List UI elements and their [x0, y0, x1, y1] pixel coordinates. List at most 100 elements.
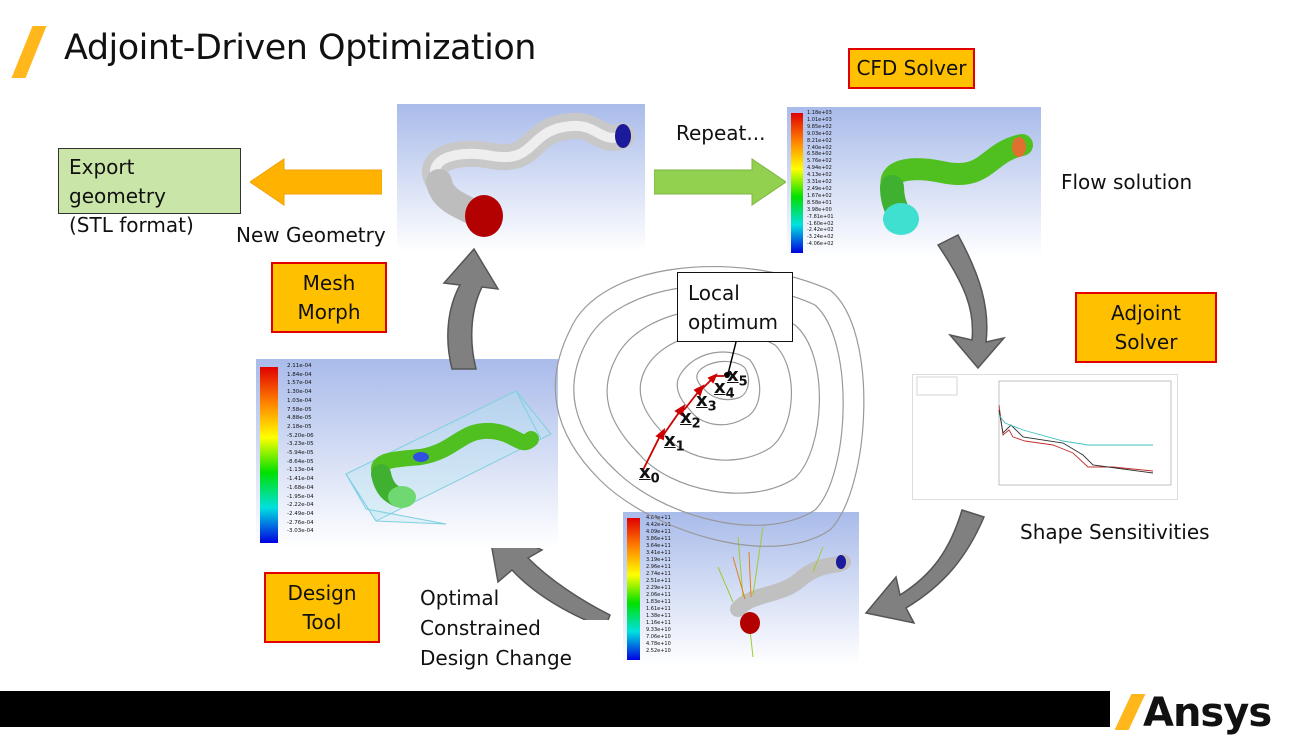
- ansys-logo-text: Ansys: [1143, 690, 1272, 736]
- mesh-morph-line1: Mesh: [302, 270, 356, 295]
- legend-value: 1.67e+02: [807, 192, 832, 199]
- sensitivity-image: 4.64e+11 4.42e+11 4.09e+11 3.86e+11 3.64e+11…: [623, 512, 859, 665]
- legend-value: 4.13e+02: [807, 172, 832, 179]
- legend-value: 1.38e+11: [646, 613, 671, 619]
- legend-value: 2.49e+02: [807, 185, 832, 192]
- sens-legend: 4.64e+11 4.42e+11 4.09e+11 3.86e+11 3.64e+11…: [646, 515, 671, 655]
- shape-sensitivities-label: Shape Sensitivities: [1020, 520, 1210, 544]
- legend-value: -2.49e-04: [287, 510, 314, 517]
- legend-value: 1.83e+11: [646, 599, 671, 605]
- legend-value: 1.16e+11: [646, 620, 671, 626]
- curved-arrow-sens-to-design: [487, 524, 611, 620]
- legend-value: 2.74e+11: [646, 571, 671, 577]
- mesh-morph-box: Mesh Morph: [271, 262, 387, 333]
- title-accent-bar: [11, 26, 47, 78]
- cfd-solver-label: CFD Solver: [856, 56, 967, 80]
- legend-value: 4.09e+11: [646, 529, 671, 535]
- legend-value: 4.78e+10: [646, 641, 671, 647]
- design-tool-line1: Design: [287, 580, 357, 605]
- curved-arrow-cfd-to-adjoint: [936, 234, 1007, 370]
- legend-value: 8.58e+01: [807, 199, 832, 206]
- legend-value: 4.88e-05: [287, 415, 312, 422]
- morph-colorbar: [260, 367, 278, 543]
- iterate-x1: x1: [664, 430, 685, 455]
- curved-arrow-design-to-morph: [442, 247, 500, 370]
- iterate-x4: x4: [714, 377, 735, 402]
- flow-solution-label: Flow solution: [1061, 170, 1193, 194]
- legend-value: 1.84e-04: [287, 371, 312, 378]
- iterate-x0: x0: [639, 462, 660, 487]
- legend-value: -5.20e-06: [287, 432, 314, 439]
- local-optimum-line2: optimum: [688, 310, 778, 334]
- legend-value: 3.19e+11: [646, 557, 671, 563]
- iterate-x3: x3: [696, 390, 717, 415]
- adjoint-line2: Solver: [1114, 329, 1178, 354]
- mesh-morph-line2: Morph: [297, 299, 361, 324]
- legend-value: 8.21e+02: [807, 137, 832, 144]
- legend-value: -1.68e-04: [287, 484, 314, 491]
- legend-value: -2.76e-04: [287, 519, 314, 526]
- legend-value: -2.22e-04: [287, 502, 314, 509]
- legend-value: 6.58e+02: [807, 151, 832, 158]
- ansys-logo: Ansys: [1114, 690, 1272, 736]
- legend-value: 2.52e+10: [646, 648, 671, 654]
- adjoint-convergence-image: [912, 374, 1178, 500]
- iterate-x5: x5: [727, 365, 748, 390]
- legend-value: -4.06e+02: [807, 241, 834, 248]
- legend-value: -2.42e+02: [807, 227, 834, 234]
- legend-value: 1.30e-04: [287, 389, 312, 396]
- cfd-colorbar: [791, 113, 803, 253]
- legend-value: 7.40e+02: [807, 144, 832, 151]
- morph-image: 2.11e-04 1.84e-04 1.57e-04 1.30e-04 1.03e-04…: [256, 359, 558, 548]
- legend-value: -1.41e-04: [287, 476, 314, 483]
- legend-value: 4.42e+11: [646, 522, 671, 528]
- legend-value: 3.98e+00: [807, 206, 832, 213]
- new-geometry-image: [397, 104, 645, 252]
- cfd-legend: 1.18e+03 1.01e+03 9.85e+02 9.03e+02 8.21e+02…: [807, 110, 834, 248]
- legend-value: -1.13e-04: [287, 467, 314, 474]
- legend-value: -5.94e-05: [287, 450, 314, 457]
- ansys-logo-slash: [1114, 694, 1146, 730]
- legend-value: 4.94e+02: [807, 165, 832, 172]
- legend-value: 2.11e-04: [287, 363, 312, 369]
- optimal-line1: Optimal: [420, 586, 500, 610]
- repeat-arrow: [654, 158, 786, 206]
- morph-legend: 2.11e-04 1.84e-04 1.57e-04 1.30e-04 1.03e-04…: [287, 362, 314, 536]
- optimal-line3: Design Change: [420, 646, 572, 670]
- legend-value: 1.57e-04: [287, 380, 312, 387]
- adjoint-solver-box: Adjoint Solver: [1075, 292, 1217, 363]
- repeat-label: Repeat...: [676, 121, 766, 145]
- export-line2: (STL format): [69, 213, 194, 237]
- export-line1: Export geometry: [69, 155, 166, 208]
- design-tool-box: Design Tool: [264, 572, 380, 643]
- curved-arrow-adjoint-to-sens: [864, 509, 986, 625]
- legend-value: 1.01e+03: [807, 116, 832, 123]
- iterate-x2: x2: [680, 407, 701, 432]
- legend-value: -3.03e-04: [287, 528, 314, 535]
- legend-value: 2.06e+11: [646, 592, 671, 598]
- optimal-design-label: Optimal Constrained Design Change: [420, 583, 572, 673]
- legend-value: 7.06e+10: [646, 634, 671, 640]
- optimal-line2: Constrained: [420, 616, 541, 640]
- legend-value: -1.60e+02: [807, 220, 834, 227]
- legend-value: 7.58e-05: [287, 406, 312, 413]
- legend-value: -3.24e+02: [807, 234, 834, 241]
- legend-value: 1.18e+03: [807, 110, 832, 116]
- footer-bar: [0, 691, 1110, 727]
- cfd-solver-box: CFD Solver: [848, 48, 975, 89]
- legend-value: 2.51e+11: [646, 578, 671, 584]
- legend-value: -3.23e-05: [287, 441, 314, 448]
- legend-value: 4.64e+11: [646, 515, 671, 521]
- legend-value: 3.86e+11: [646, 536, 671, 542]
- legend-value: 5.76e+02: [807, 158, 832, 165]
- legend-value: 9.03e+02: [807, 130, 832, 137]
- legend-value: -7.81e+01: [807, 213, 834, 220]
- sens-colorbar: [627, 518, 640, 660]
- legend-value: 2.29e+11: [646, 585, 671, 591]
- legend-value: 1.61e+11: [646, 606, 671, 612]
- legend-value: -1.95e-04: [287, 493, 314, 500]
- legend-value: 9.85e+02: [807, 123, 832, 130]
- new-geometry-label: New Geometry: [236, 223, 386, 247]
- legend-value: 3.31e+02: [807, 179, 832, 186]
- local-optimum-callout: Local optimum: [677, 272, 793, 342]
